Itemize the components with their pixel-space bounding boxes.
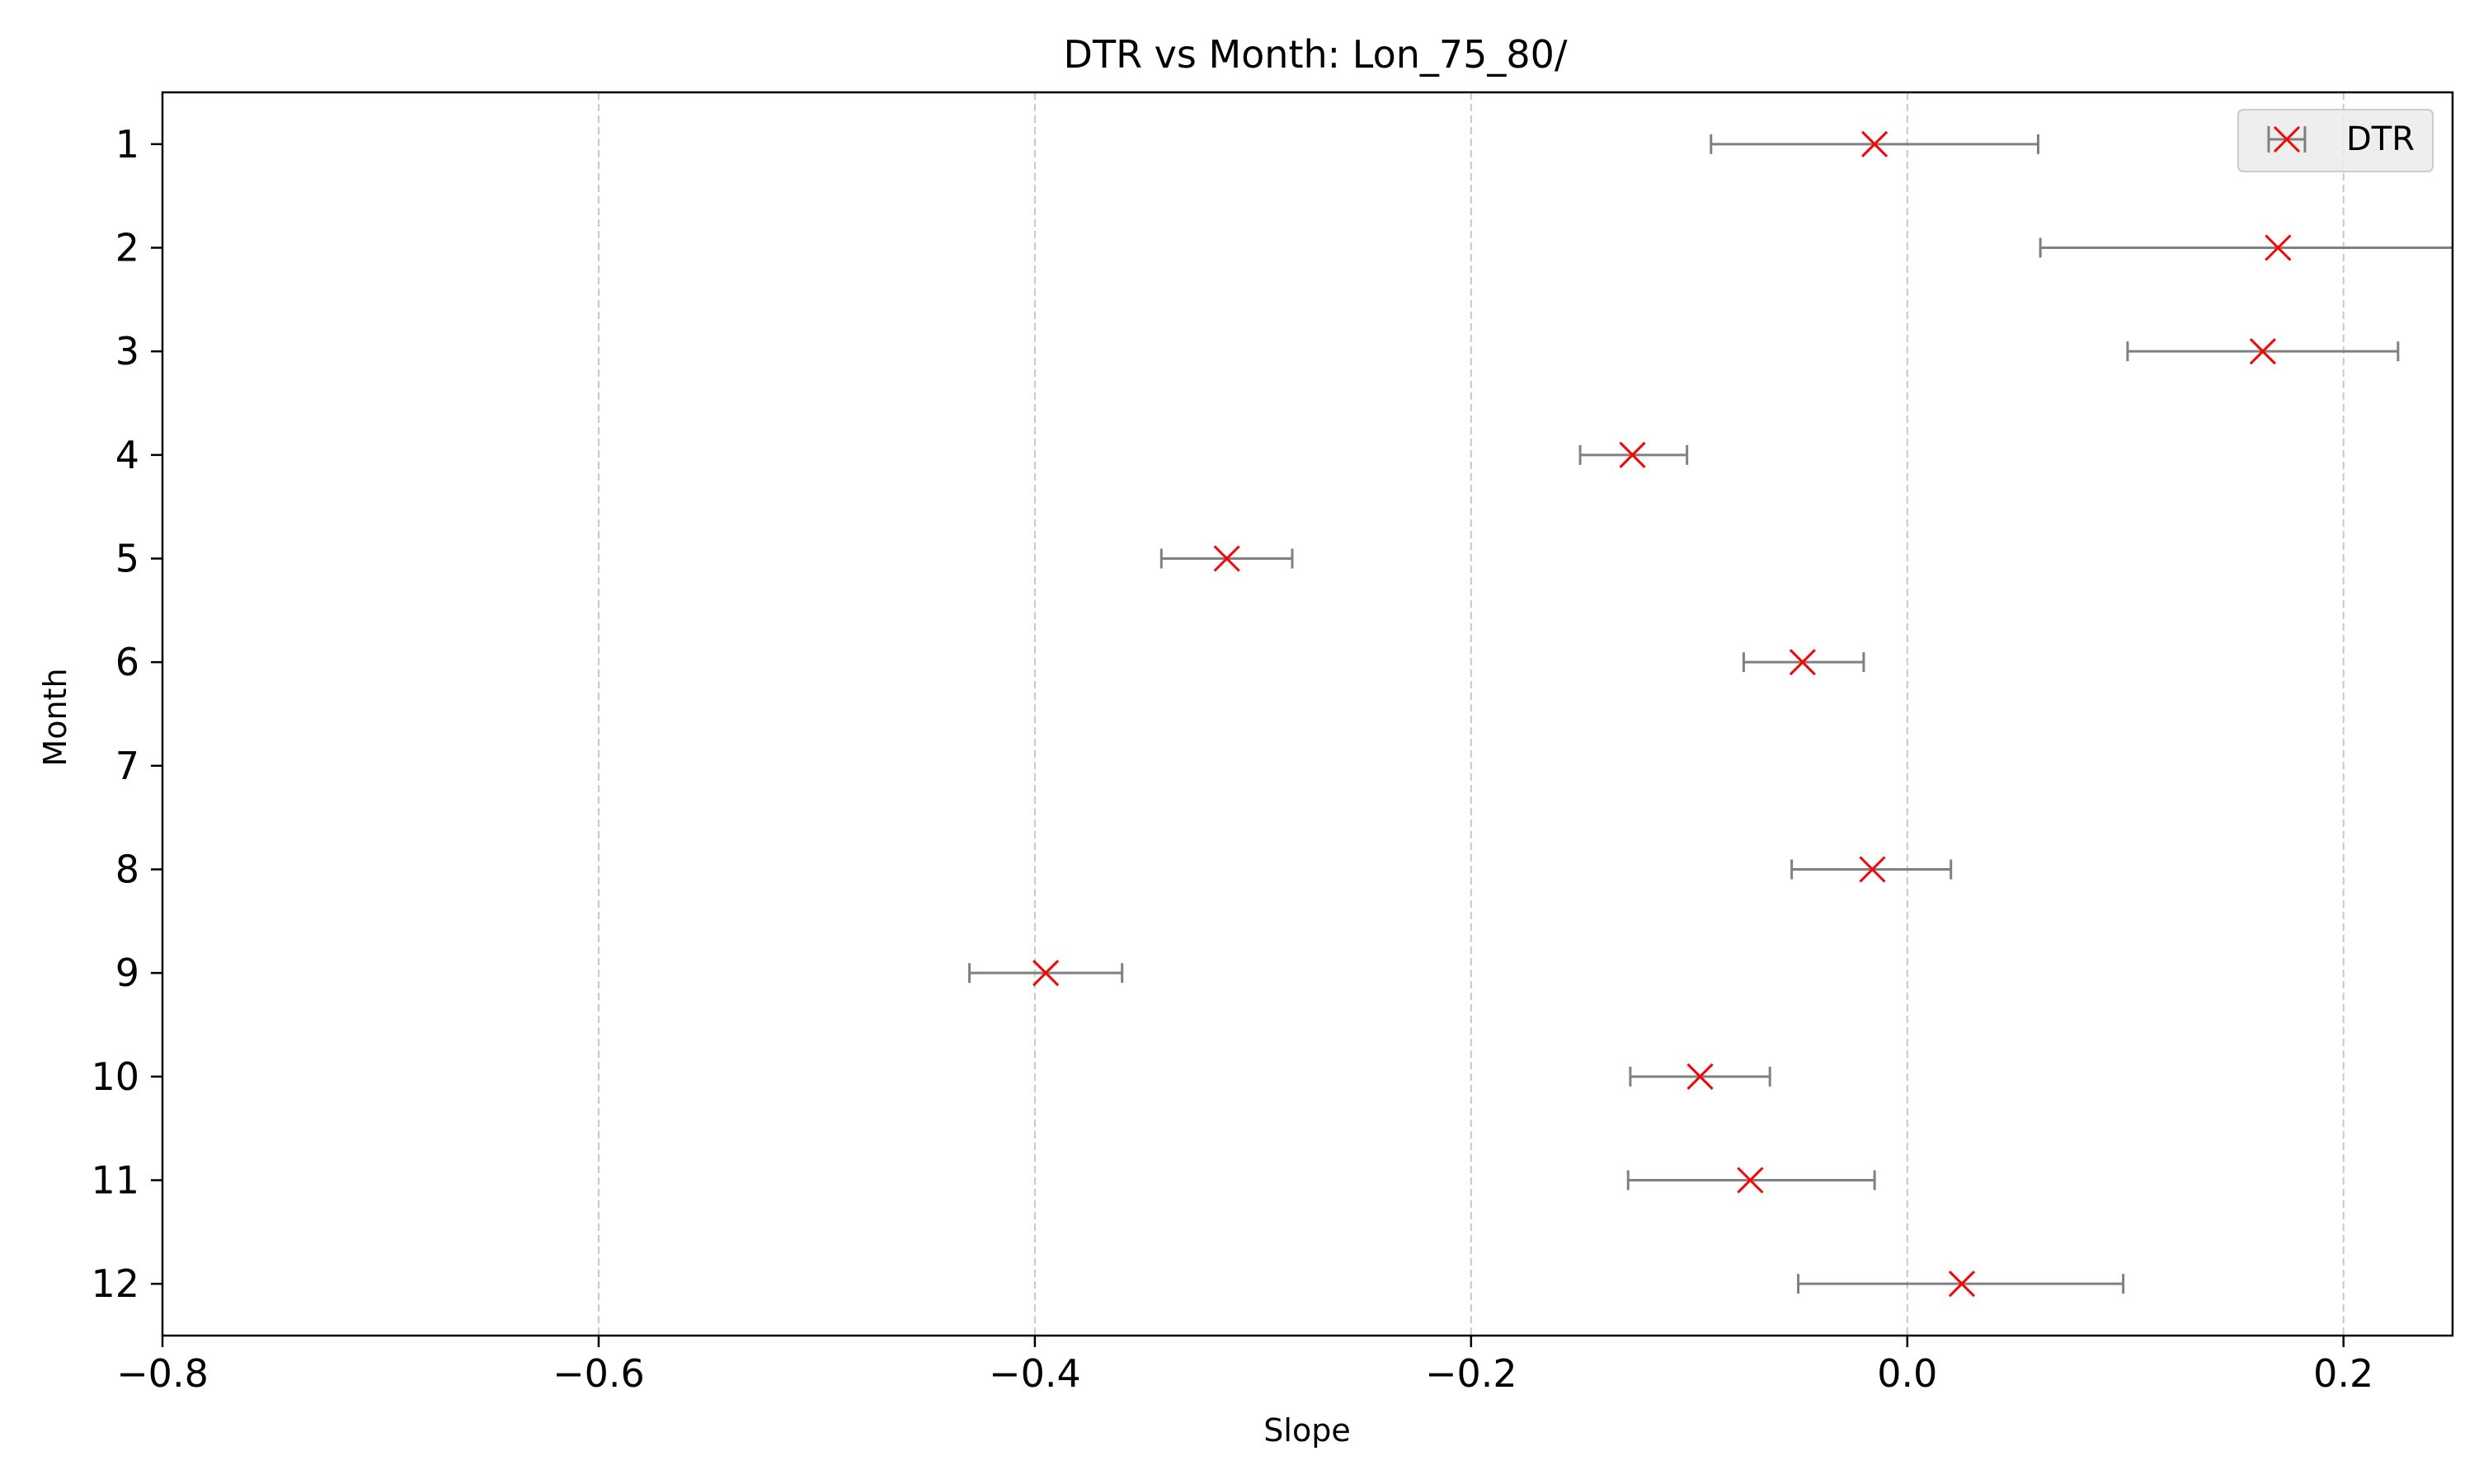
y-tick-label: 8 xyxy=(115,848,139,892)
y-tick-label: 10 xyxy=(91,1054,139,1099)
y-axis-label: Month xyxy=(37,668,73,766)
data-point-month-1 xyxy=(1710,130,2039,157)
marker-x xyxy=(1737,1167,1764,1194)
data-point-month-10 xyxy=(1629,1063,1771,1090)
marker-x xyxy=(1948,1270,1975,1298)
marker-x xyxy=(1859,856,1886,883)
x-tick-label: 0.0 xyxy=(1877,1351,1937,1396)
legend-box xyxy=(2237,109,2434,172)
y-tick-label: 9 xyxy=(115,951,139,995)
plot-area-frame xyxy=(161,91,2454,1337)
legend-label: DTR xyxy=(2346,120,2415,158)
y-tick-label: 12 xyxy=(91,1261,139,1306)
y-tick-label: 7 xyxy=(115,744,139,788)
y-tick-label: 2 xyxy=(115,226,139,270)
x-axis-ticks: −0.8 −0.6 −0.4 −0.2 0.0 0.2 xyxy=(116,1336,2373,1396)
legend-x-marker xyxy=(2273,125,2301,153)
y-tick-label: 11 xyxy=(91,1158,139,1203)
marker-x xyxy=(2249,338,2276,365)
plot-data xyxy=(968,130,2453,1298)
x-tick-label: −0.2 xyxy=(1425,1351,1517,1396)
marker-x xyxy=(1213,545,1240,572)
data-point-month-8 xyxy=(1790,856,1953,883)
y-tick-label: 6 xyxy=(115,640,139,684)
x-tick-label: −0.4 xyxy=(989,1351,1081,1396)
marker-x xyxy=(1861,130,1888,157)
data-point-month-5 xyxy=(1159,545,1294,572)
marker-x xyxy=(1619,441,1646,468)
marker-x xyxy=(2265,234,2292,261)
data-point-month-3 xyxy=(2126,338,2400,365)
legend: DTR xyxy=(2237,109,2434,172)
data-point-month-12 xyxy=(1797,1270,2125,1298)
marker-x xyxy=(1032,960,1060,987)
data-point-month-9 xyxy=(968,960,1124,987)
y-tick-label: 5 xyxy=(115,537,139,581)
marker-x xyxy=(1789,649,1816,676)
data-point-month-4 xyxy=(1578,441,1689,468)
chart-title: DTR vs Month: Lon_75_80/ xyxy=(1064,32,1568,77)
data-point-month-11 xyxy=(1626,1167,1876,1194)
data-point-month-6 xyxy=(1742,649,1865,676)
x-tick-label: −0.8 xyxy=(116,1351,209,1396)
legend-marker-x-icon xyxy=(2267,125,2307,153)
x-axis-label: Slope xyxy=(1263,1412,1350,1449)
y-tick-label: 3 xyxy=(115,329,139,373)
y-tick-label: 1 xyxy=(115,122,139,167)
x-tick-label: 0.2 xyxy=(2313,1351,2373,1396)
marker-x xyxy=(1686,1063,1714,1090)
x-tick-label: −0.6 xyxy=(553,1351,645,1396)
y-tick-label: 4 xyxy=(115,433,139,477)
data-point-month-2 xyxy=(2039,234,2453,261)
